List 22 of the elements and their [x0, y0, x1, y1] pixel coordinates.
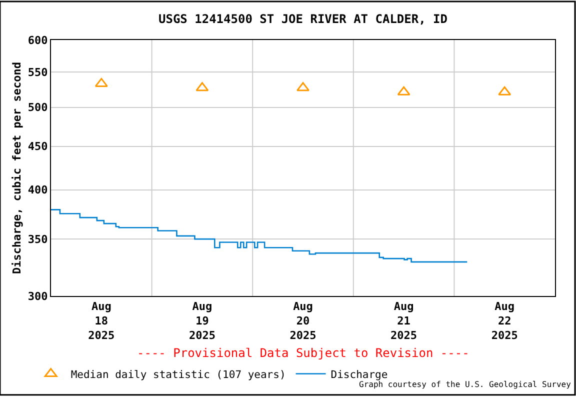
y-tick-label: 400	[28, 184, 48, 197]
y-axis-title: Discharge, cubic feet per second	[10, 62, 24, 274]
x-tick-label: Aug 20 2025	[290, 300, 316, 342]
x-tick-label: Aug 22 2025	[491, 300, 518, 342]
chart-title: USGS 12414500 ST JOE RIVER AT CALDER, ID	[158, 12, 448, 26]
point	[94, 78, 108, 87]
point	[196, 82, 209, 92]
point	[397, 86, 410, 96]
x-tick-label: Aug 21 2025	[390, 300, 418, 342]
text: Graph courtesy of the U.S. Geological Survey	[359, 380, 572, 389]
x-tick-label: Aug 19 2025	[188, 300, 216, 342]
y-tick-label: 550	[28, 66, 48, 79]
legend-label: Median daily statistic (107 years)	[70, 368, 286, 381]
y-tick-label: 450	[28, 140, 48, 154]
x-tick-label: Aug 18 2025	[88, 300, 115, 342]
text: ---- Provisional Data Subject to Revision ----	[137, 346, 470, 360]
y-tick-label: 500	[28, 101, 48, 114]
y-tick-label: 350	[28, 232, 48, 246]
point	[498, 86, 512, 96]
legend-label: Discharge	[330, 368, 388, 381]
y-tick-label: 300	[28, 290, 48, 303]
y-tick-label: 600	[28, 34, 48, 47]
